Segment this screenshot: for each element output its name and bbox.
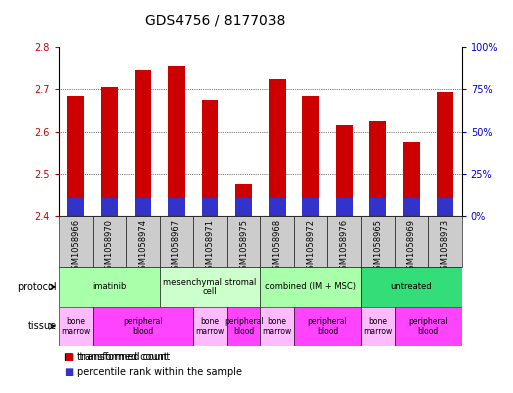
Bar xyxy=(126,216,160,267)
Text: ■  transformed count: ■ transformed count xyxy=(64,352,170,362)
Bar xyxy=(59,307,92,346)
Bar xyxy=(193,307,227,346)
Text: bone
marrow: bone marrow xyxy=(363,317,392,336)
Bar xyxy=(269,79,286,216)
Bar xyxy=(260,307,294,346)
Text: GSM1058970: GSM1058970 xyxy=(105,219,114,275)
Bar xyxy=(394,216,428,267)
Bar xyxy=(394,307,462,346)
Bar xyxy=(193,216,227,267)
Bar xyxy=(260,216,294,267)
Bar xyxy=(168,198,185,216)
Text: peripheral
blood: peripheral blood xyxy=(408,317,448,336)
Text: GSM1058967: GSM1058967 xyxy=(172,219,181,275)
Text: percentile rank within the sample: percentile rank within the sample xyxy=(77,367,242,377)
Text: tissue: tissue xyxy=(27,321,56,331)
Text: GSM1058965: GSM1058965 xyxy=(373,219,382,275)
Text: GSM1058966: GSM1058966 xyxy=(71,219,80,275)
Bar xyxy=(67,96,84,216)
Text: peripheral
blood: peripheral blood xyxy=(308,317,347,336)
Text: GSM1058971: GSM1058971 xyxy=(206,219,214,275)
Text: ■: ■ xyxy=(64,352,73,362)
Bar xyxy=(227,216,260,267)
Bar xyxy=(361,307,394,346)
Bar xyxy=(202,198,219,216)
Bar xyxy=(235,184,252,216)
Bar xyxy=(92,307,193,346)
Bar xyxy=(260,267,361,307)
Bar xyxy=(437,198,453,216)
Text: GSM1058974: GSM1058974 xyxy=(139,219,147,275)
Bar xyxy=(101,198,117,216)
Bar xyxy=(59,216,92,267)
Bar xyxy=(403,198,420,216)
Bar xyxy=(134,70,151,216)
Bar xyxy=(134,198,151,216)
Bar xyxy=(227,307,260,346)
Bar xyxy=(336,198,352,216)
Text: GDS4756 / 8177038: GDS4756 / 8177038 xyxy=(145,14,286,28)
Text: combined (IM + MSC): combined (IM + MSC) xyxy=(265,283,356,291)
Bar xyxy=(168,66,185,216)
Bar xyxy=(235,198,252,216)
Text: GSM1058968: GSM1058968 xyxy=(272,219,282,275)
Bar xyxy=(369,121,386,216)
Bar xyxy=(269,198,286,216)
Text: imatinib: imatinib xyxy=(92,283,127,291)
Bar xyxy=(437,92,453,216)
Text: bone
marrow: bone marrow xyxy=(61,317,90,336)
Bar xyxy=(59,267,160,307)
Text: protocol: protocol xyxy=(17,282,56,292)
Bar xyxy=(302,96,319,216)
Bar xyxy=(302,198,319,216)
Text: bone
marrow: bone marrow xyxy=(263,317,292,336)
Bar xyxy=(327,216,361,267)
Text: peripheral
blood: peripheral blood xyxy=(224,317,263,336)
Text: peripheral
blood: peripheral blood xyxy=(123,317,163,336)
Bar xyxy=(369,198,386,216)
Bar xyxy=(428,216,462,267)
Text: GSM1058976: GSM1058976 xyxy=(340,219,349,275)
Bar xyxy=(361,267,462,307)
Bar xyxy=(202,100,219,216)
Bar xyxy=(160,216,193,267)
Text: GSM1058972: GSM1058972 xyxy=(306,219,315,275)
Bar xyxy=(160,267,260,307)
Text: untreated: untreated xyxy=(390,283,432,291)
Text: mesenchymal stromal
cell: mesenchymal stromal cell xyxy=(163,277,256,296)
Text: transformed count: transformed count xyxy=(77,352,168,362)
Bar xyxy=(294,307,361,346)
Bar xyxy=(403,142,420,216)
Text: bone
marrow: bone marrow xyxy=(195,317,225,336)
Text: GSM1058969: GSM1058969 xyxy=(407,219,416,275)
Bar xyxy=(361,216,394,267)
Text: ■: ■ xyxy=(64,367,73,377)
Text: GSM1058975: GSM1058975 xyxy=(239,219,248,275)
Text: GSM1058973: GSM1058973 xyxy=(441,219,449,275)
Bar xyxy=(336,125,352,216)
Bar xyxy=(294,216,327,267)
Bar xyxy=(92,216,126,267)
Bar xyxy=(67,198,84,216)
Bar xyxy=(101,87,117,216)
